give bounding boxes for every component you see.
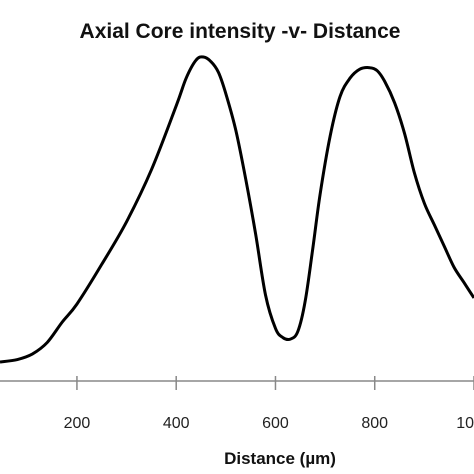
x-tick-label: 1000 (456, 415, 474, 432)
x-axis-ticks: 200 400 600 800 1000 (64, 376, 474, 432)
chart-title: Axial Core intensity -v- Distance (80, 20, 401, 43)
series-line-0 (0, 55, 474, 364)
x-tick-label: 400 (163, 415, 190, 432)
x-axis-label: Distance (µm) (224, 449, 336, 468)
plot-area (0, 55, 474, 364)
x-tick-label: 600 (262, 415, 289, 432)
x-tick-label: 200 (64, 415, 91, 432)
x-tick-label: 800 (361, 415, 388, 432)
